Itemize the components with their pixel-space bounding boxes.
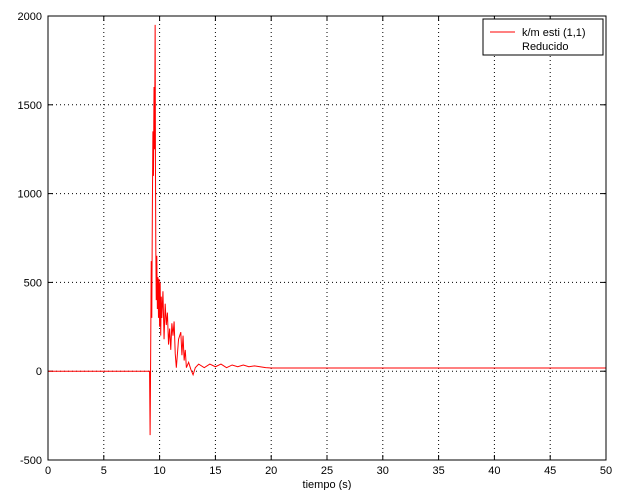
x-tick-label: 5 [101, 465, 107, 477]
x-tick-label: 30 [377, 465, 389, 477]
plot-background [48, 16, 606, 460]
x-tick-label: 10 [153, 465, 165, 477]
legend-entry-1: k/m esti (1,1) [522, 27, 586, 39]
x-tick-label: 45 [544, 465, 556, 477]
y-tick-label: 1500 [18, 100, 42, 112]
x-tick-label: 35 [432, 465, 444, 477]
y-tick-label: 2000 [18, 11, 42, 23]
legend-entry-2: Reducido [522, 41, 568, 53]
series-line-k-m-esti [48, 24, 606, 436]
x-tick-label: 25 [321, 465, 333, 477]
y-tick-label: 0 [36, 366, 42, 378]
plot-frame [47, 15, 607, 461]
x-tick-label: 0 [45, 465, 51, 477]
x-tick-label: 50 [600, 465, 612, 477]
x-tick-label: 20 [265, 465, 277, 477]
x-tick-label: 15 [209, 465, 221, 477]
legend-box [482, 18, 604, 56]
y-tick-label: -500 [20, 455, 42, 467]
y-tick-label: 500 [24, 277, 42, 289]
y-tick-label: 1000 [18, 189, 42, 201]
x-axis-label: tiempo (s) [303, 479, 352, 490]
legend: k/m esti (1,1) Reducido [482, 18, 604, 56]
x-tick-label: 40 [488, 465, 500, 477]
